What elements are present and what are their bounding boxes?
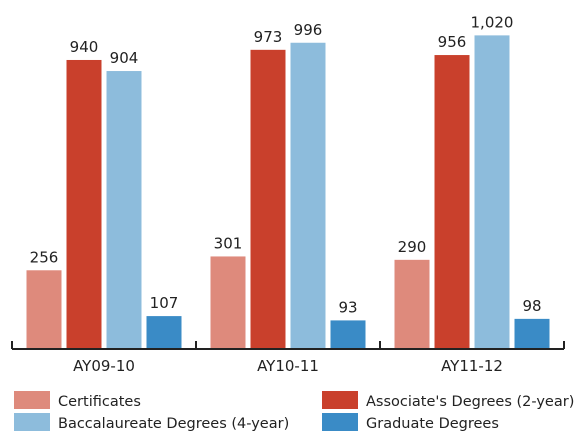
data-label: 904	[110, 49, 139, 67]
legend-label: Associate's Degrees (2-year)	[366, 394, 574, 410]
data-label: 93	[338, 298, 357, 316]
bar	[250, 49, 286, 350]
bar	[290, 42, 326, 350]
bar	[210, 256, 246, 349]
data-label: 301	[214, 234, 243, 252]
bar	[66, 59, 102, 350]
legend-item: Baccalaureate Degrees (4-year)	[14, 413, 289, 432]
bar	[26, 270, 62, 349]
legend-item: Certificates	[14, 391, 141, 410]
legend-label: Certificates	[58, 394, 141, 410]
legend-item: Graduate Degrees	[322, 413, 499, 432]
legend-label: Baccalaureate Degrees (4-year)	[58, 416, 289, 432]
data-label: 107	[150, 294, 179, 312]
data-label: 996	[294, 21, 323, 39]
bar	[106, 71, 142, 349]
bar	[394, 259, 430, 349]
data-label: 256	[30, 248, 59, 266]
legend: Certificates Associate's Degrees (2-year)…	[14, 391, 574, 432]
legend-swatch	[14, 391, 50, 409]
bar	[434, 55, 470, 349]
data-label: 98	[522, 297, 541, 315]
x-axis: AY09-10 AY10-11 AY11-12	[11, 341, 565, 375]
bar	[474, 35, 510, 349]
bars-layer	[26, 35, 550, 350]
x-tick-label: AY09-10	[73, 357, 135, 375]
data-label: 940	[70, 38, 99, 56]
legend-label: Graduate Degrees	[366, 416, 499, 432]
data-label: 973	[254, 28, 283, 46]
legend-swatch	[14, 413, 50, 431]
data-label: 956	[438, 33, 467, 51]
legend-item: Associate's Degrees (2-year)	[322, 391, 574, 410]
bar	[146, 316, 182, 349]
data-label: 290	[398, 238, 427, 256]
x-tick-label: AY10-11	[257, 357, 319, 375]
x-tick-label: AY11-12	[441, 357, 503, 375]
bar	[330, 320, 366, 349]
data-label: 1,020	[471, 13, 514, 31]
legend-swatch	[322, 413, 358, 431]
legend-swatch	[322, 391, 358, 409]
bar	[514, 318, 550, 349]
